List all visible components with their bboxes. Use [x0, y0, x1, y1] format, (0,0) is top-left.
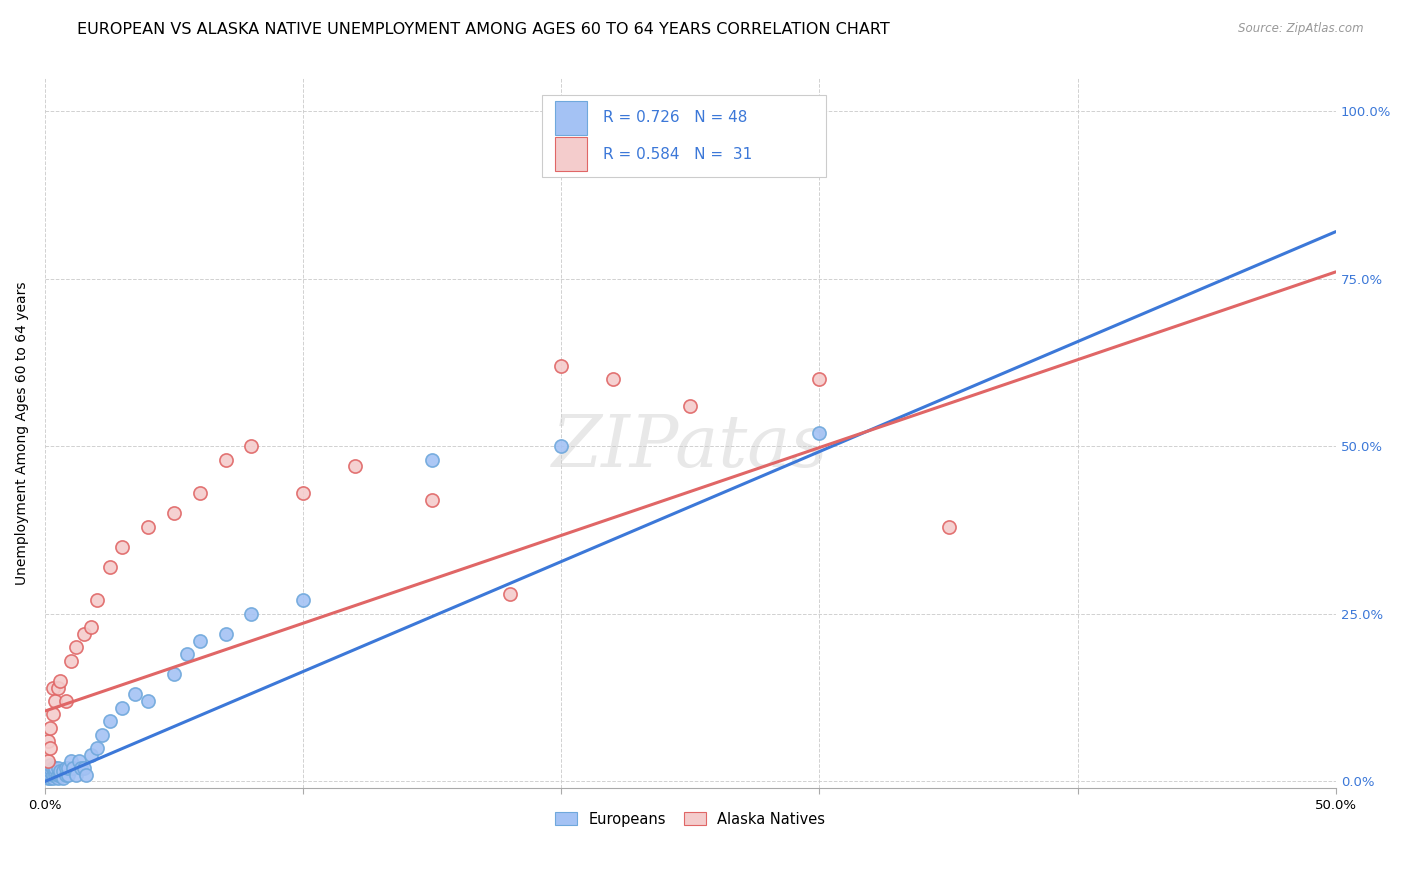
FancyBboxPatch shape	[555, 137, 588, 171]
Point	[58, 761, 80, 775]
Point	[188, 486, 211, 500]
Point	[46, 768, 69, 782]
Point	[46, 761, 69, 775]
Point	[808, 425, 831, 440]
Point	[240, 607, 263, 621]
Point	[46, 681, 69, 695]
Point	[39, 721, 62, 735]
Point	[86, 741, 108, 756]
Point	[420, 492, 443, 507]
Point	[163, 667, 186, 681]
FancyBboxPatch shape	[555, 101, 588, 135]
Point	[39, 757, 62, 772]
Point	[55, 768, 77, 782]
Text: R = 0.584   N =  31: R = 0.584 N = 31	[603, 146, 752, 161]
Point	[111, 700, 134, 714]
Point	[37, 771, 59, 785]
Point	[65, 768, 87, 782]
Point	[111, 540, 134, 554]
Text: EUROPEAN VS ALASKA NATIVE UNEMPLOYMENT AMONG AGES 60 TO 64 YEARS CORRELATION CHA: EUROPEAN VS ALASKA NATIVE UNEMPLOYMENT A…	[77, 22, 890, 37]
Point	[39, 768, 62, 782]
Point	[39, 741, 62, 756]
Point	[44, 761, 66, 775]
Point	[420, 452, 443, 467]
Point	[52, 771, 75, 785]
Point	[550, 439, 572, 453]
Point	[59, 755, 82, 769]
Point	[44, 768, 66, 782]
Point	[90, 727, 112, 741]
Text: Source: ZipAtlas.com: Source: ZipAtlas.com	[1239, 22, 1364, 36]
Point	[62, 761, 84, 775]
Point	[41, 771, 63, 785]
Point	[136, 694, 159, 708]
Point	[188, 633, 211, 648]
Point	[343, 459, 366, 474]
Point	[39, 764, 62, 779]
Point	[49, 768, 72, 782]
Point	[65, 640, 87, 655]
Legend: Europeans, Alaska Natives: Europeans, Alaska Natives	[548, 805, 832, 834]
Point	[46, 771, 69, 785]
Point	[44, 694, 66, 708]
Point	[73, 761, 96, 775]
Point	[37, 764, 59, 779]
Point	[136, 519, 159, 533]
Point	[80, 620, 103, 634]
FancyBboxPatch shape	[541, 95, 825, 177]
Point	[67, 755, 90, 769]
Point	[41, 681, 63, 695]
Point	[58, 768, 80, 782]
Point	[49, 673, 72, 688]
Point	[37, 768, 59, 782]
Point	[240, 439, 263, 453]
Point	[37, 755, 59, 769]
Point	[98, 714, 121, 728]
Point	[124, 687, 146, 701]
Point	[292, 486, 315, 500]
Point	[86, 593, 108, 607]
Point	[49, 764, 72, 779]
Y-axis label: Unemployment Among Ages 60 to 64 years: Unemployment Among Ages 60 to 64 years	[15, 281, 30, 584]
Point	[75, 768, 97, 782]
Point	[98, 560, 121, 574]
Point	[44, 764, 66, 779]
Point	[176, 647, 198, 661]
Point	[80, 747, 103, 762]
Point	[41, 768, 63, 782]
Point	[37, 734, 59, 748]
Point	[215, 452, 238, 467]
Point	[39, 761, 62, 775]
Point	[679, 399, 702, 413]
Point	[59, 654, 82, 668]
Point	[498, 587, 520, 601]
Point	[70, 761, 93, 775]
Point	[938, 519, 960, 533]
Text: ZIPatas: ZIPatas	[553, 412, 828, 483]
Point	[41, 761, 63, 775]
Point	[215, 627, 238, 641]
Point	[602, 372, 624, 386]
Point	[73, 627, 96, 641]
Point	[163, 506, 186, 520]
Text: R = 0.726   N = 48: R = 0.726 N = 48	[603, 111, 747, 126]
Point	[550, 359, 572, 373]
Point	[808, 372, 831, 386]
Point	[41, 707, 63, 722]
Point	[52, 764, 75, 779]
Point	[55, 694, 77, 708]
Point	[292, 593, 315, 607]
Point	[39, 771, 62, 785]
Point	[55, 761, 77, 775]
